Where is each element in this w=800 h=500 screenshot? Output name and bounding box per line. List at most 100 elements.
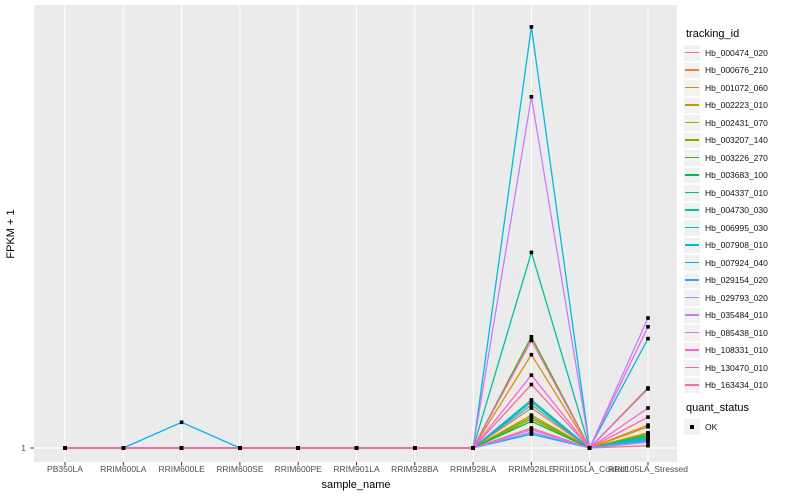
data-point [646, 415, 650, 419]
legend-key-line-icon [685, 384, 699, 386]
x-tick-label: RRIM928LA [449, 464, 497, 474]
legend-key [684, 80, 700, 96]
legend-key-line-icon [685, 314, 699, 316]
legend-key [684, 132, 700, 148]
legend-item-Hb_003207_140: Hb_003207_140 [684, 132, 798, 150]
legend-key-line-icon [685, 331, 699, 334]
legend-key [684, 62, 700, 78]
data-point [529, 430, 534, 434]
data-point [646, 434, 650, 439]
legend-item-Hb_000676_210: Hb_000676_210 [684, 62, 798, 80]
x-tick-label: PB350LA [47, 464, 83, 474]
x-tick-label: RRII105LA_Stressed [608, 464, 688, 474]
legend-item-Hb_035484_010: Hb_035484_010 [684, 307, 798, 325]
legend-item-Hb_003226_270: Hb_003226_270 [684, 149, 798, 167]
legend-key-line-icon [685, 349, 699, 351]
data-point [529, 400, 534, 404]
legend-key [684, 202, 700, 218]
data-point [529, 250, 534, 255]
x-tick-label: RRIM600LE [158, 464, 205, 474]
legend-item-label: Hb_006995_030 [705, 222, 768, 233]
legend-key [684, 97, 700, 113]
legend-item-label: Hb_000676_210 [705, 65, 768, 76]
data-point [529, 398, 534, 402]
data-point [529, 352, 534, 357]
legend-key-line-icon [685, 69, 699, 71]
legend-key-line-icon [685, 191, 699, 194]
data-point [587, 446, 592, 450]
legend-key-line-icon [685, 174, 699, 176]
legend-item-Hb_004337_010: Hb_004337_010 [684, 184, 798, 202]
legend-item-label: Hb_003226_270 [705, 152, 768, 163]
x-tick-label: RRIM600LA [100, 464, 147, 474]
legend-key-line-icon [685, 156, 699, 159]
legend-item-label: Hb_163434_010 [705, 380, 768, 391]
legend-item-label: Hb_002431_070 [705, 117, 768, 128]
legend-key-line-icon [685, 121, 699, 124]
data-point [529, 335, 534, 339]
data-point [529, 373, 534, 377]
legend-item-Hb_007908_010: Hb_007908_010 [684, 237, 798, 255]
quant-status-item: OK [684, 418, 798, 436]
legend-item-Hb_130470_010: Hb_130470_010 [684, 359, 798, 377]
x-tick-label: RRII105LA_Control [552, 464, 627, 474]
legend-item-Hb_085438_010: Hb_085438_010 [684, 324, 798, 342]
legend-item-label: Hb_004337_010 [705, 187, 768, 198]
legend-item-Hb_003683_100: Hb_003683_100 [684, 167, 798, 185]
data-point [179, 446, 184, 450]
legend-item-Hb_029793_020: Hb_029793_020 [684, 289, 798, 307]
legend-key-line-icon [685, 261, 699, 264]
legend-item-label: Hb_035484_010 [705, 310, 768, 321]
legend-item-Hb_006995_030: Hb_006995_030 [684, 219, 798, 237]
legend-key [684, 115, 700, 131]
data-point [529, 338, 534, 343]
data-point [471, 446, 475, 450]
data-point [529, 413, 534, 417]
quant-status-items: OK [684, 418, 798, 436]
legend-key [684, 325, 700, 341]
legend-key [684, 290, 700, 306]
data-point [646, 387, 650, 391]
legend-item-Hb_004730_030: Hb_004730_030 [684, 202, 798, 220]
data-point [646, 423, 650, 427]
legend-item-label: Hb_003683_100 [705, 170, 768, 181]
data-point [121, 446, 126, 450]
data-point [646, 336, 650, 341]
data-point [529, 25, 534, 29]
legend-item-label: Hb_029793_020 [705, 292, 768, 303]
y-tick-label: 1 [21, 443, 26, 453]
legend-item-label: Hb_002223_010 [705, 100, 768, 111]
legend-key [684, 185, 700, 201]
data-point [646, 432, 650, 436]
legend-key-line-icon [685, 139, 699, 141]
legend-item-Hb_108331_010: Hb_108331_010 [684, 342, 798, 360]
legend-item-label: Hb_007908_010 [705, 240, 768, 251]
legend-key [684, 45, 700, 61]
data-point [529, 403, 534, 407]
data-point [646, 440, 650, 444]
legend-item-label: Hb_004730_030 [705, 205, 768, 216]
data-point [413, 446, 417, 450]
legend-key [684, 377, 700, 393]
x-tick-label: RRIM600SE [216, 464, 264, 474]
data-point [646, 316, 650, 320]
x-tick-label: RRIM928LE [508, 464, 555, 474]
data-point [646, 406, 650, 410]
legend-item-Hb_001072_060: Hb_001072_060 [684, 79, 798, 97]
data-point [646, 443, 650, 448]
legend-key [684, 167, 700, 183]
data-point [646, 438, 650, 442]
data-point [238, 446, 242, 450]
legend-item-Hb_000474_020: Hb_000474_020 [684, 44, 798, 62]
legend-title-quant-status: quant_status [686, 402, 749, 414]
legend-item-label: Hb_108331_010 [705, 345, 768, 356]
legend-items: Hb_000474_020 Hb_000676_210 Hb_001072_060 H… [684, 44, 798, 394]
legend-key-line-icon [685, 104, 699, 106]
legend-key [684, 237, 700, 253]
legend-item-label: Hb_007924_040 [705, 257, 768, 268]
black-square-point-icon [689, 424, 695, 429]
data-point [529, 382, 534, 387]
x-axis-title: sample_name [321, 479, 391, 491]
legend-item-label: Hb_001072_060 [705, 82, 768, 93]
